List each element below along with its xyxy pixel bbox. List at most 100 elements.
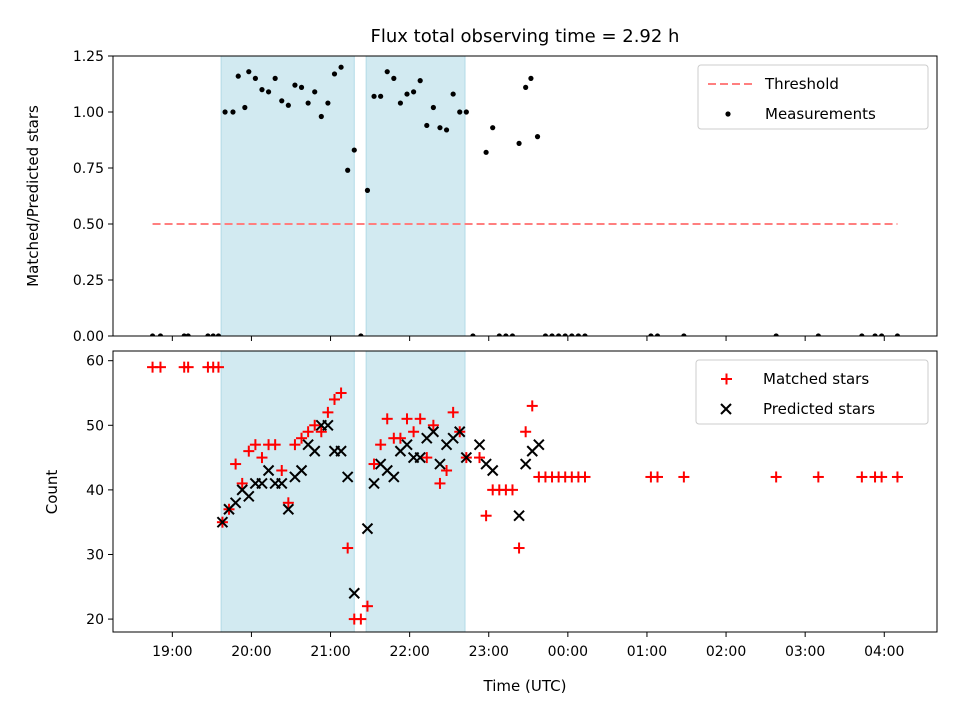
measurement-point <box>235 73 241 79</box>
marker-stroke <box>401 438 413 451</box>
matched-star-marker <box>414 413 426 425</box>
marker-stroke <box>533 438 545 451</box>
matched-star-marker <box>876 471 888 483</box>
predicted-star-marker <box>361 522 374 535</box>
marker-stroke <box>282 503 295 515</box>
x-tick-label: 02:00 <box>706 644 746 660</box>
measurement-point <box>654 333 661 336</box>
marker-stroke <box>434 458 446 470</box>
matched-star-marker <box>401 413 413 425</box>
top-y-axis-label: Matched/Predicted stars <box>24 105 42 287</box>
measurement-point <box>305 100 311 106</box>
x-tick-label: 21:00 <box>310 644 350 660</box>
marker-stroke <box>473 438 486 451</box>
matched-star-marker <box>368 458 380 470</box>
measurement-point <box>859 333 865 336</box>
matched-star-marker <box>651 471 663 483</box>
measurement-point <box>210 333 216 336</box>
matched-star-marker <box>212 361 224 373</box>
marker-stroke <box>302 438 314 451</box>
predicted-star-marker <box>216 516 229 528</box>
measurement-point <box>503 333 509 336</box>
chart-title: Flux total observing time = 2.92 h <box>371 26 680 47</box>
legend-box <box>697 64 929 130</box>
marker-stroke <box>427 426 440 438</box>
measurement-point <box>681 333 687 336</box>
matched-star-marker <box>375 439 387 451</box>
measurement-point <box>430 104 436 111</box>
measurement-point <box>222 109 228 115</box>
marker-stroke <box>262 464 275 477</box>
measurement-point <box>549 333 555 336</box>
legend-label: Predicted stars <box>763 400 875 418</box>
predicted-star-marker <box>276 477 288 490</box>
predicted-star-marker <box>473 438 486 451</box>
predicted-star-marker <box>533 438 545 451</box>
bottom-y-axis-label: Count <box>43 470 61 515</box>
legend-swatch-matched <box>721 373 732 385</box>
predicted-star-marker <box>243 490 255 503</box>
measurement-point <box>556 333 562 336</box>
measurement-point <box>358 333 364 336</box>
measurement-point <box>259 87 265 93</box>
marker-stroke <box>348 587 360 599</box>
matched-star-marker <box>335 387 347 399</box>
matched-star-marker <box>579 471 591 483</box>
matched-star-marker <box>421 452 433 464</box>
legend-label: Measurements <box>765 105 876 123</box>
y-tick-label: 0.50 <box>73 217 104 233</box>
marker-stroke <box>513 510 525 522</box>
measurement-point <box>569 333 575 336</box>
matched-star-marker <box>289 439 301 451</box>
predicted-star-marker <box>309 445 321 457</box>
matched-star-marker <box>276 465 288 477</box>
marker-stroke <box>361 522 374 535</box>
matched-star-marker <box>243 445 255 457</box>
matched-star-marker <box>315 426 327 438</box>
marker-stroke <box>381 464 393 477</box>
matched-star-marker <box>230 458 242 470</box>
matched-star-marker <box>408 426 420 438</box>
measurement-point <box>181 333 187 336</box>
marker-stroke <box>414 451 426 464</box>
measurement-point <box>872 333 878 336</box>
measurement-point <box>157 333 164 336</box>
predicted-star-marker <box>335 445 347 457</box>
measurement-point <box>364 187 371 193</box>
measurement-point <box>534 134 541 140</box>
measurement-point <box>351 147 357 153</box>
marker-stroke <box>309 445 321 457</box>
legend-label: Threshold <box>764 75 839 93</box>
matched-star-marker <box>434 477 446 489</box>
bottom-panel: 20 30 40 50 60 19:00 20:00 21:00 22:00 23:00 00:00… <box>86 350 938 660</box>
matched-star-marker <box>812 471 824 483</box>
axes-frame <box>112 350 938 633</box>
predicted-star-marker <box>282 503 295 515</box>
marker-stroke <box>256 477 268 490</box>
measurement-point <box>205 333 211 336</box>
y-tick-label: 60 <box>86 354 104 370</box>
measurement-point <box>523 84 529 90</box>
measurement-point <box>815 333 821 336</box>
marker-stroke <box>236 484 248 496</box>
matched-star-marker <box>309 419 321 431</box>
y-tick-label: 50 <box>86 418 104 434</box>
matched-star-marker <box>856 471 868 483</box>
marker-stroke <box>720 403 732 415</box>
matched-star-marker <box>236 477 248 489</box>
measurement-point <box>325 100 331 106</box>
measurement-point <box>490 125 496 131</box>
measurement-point <box>149 333 156 336</box>
matched-star-marker <box>480 510 492 522</box>
top-panel: 0.00 0.25 0.50 0.75 1.00 1.25 Threshold Measure… <box>73 49 938 345</box>
x-tick-label: 00:00 <box>548 644 588 660</box>
measurement-point <box>242 104 248 111</box>
x-tick-label: 23:00 <box>469 644 509 660</box>
measurement-point <box>894 333 901 336</box>
matched-star-marker <box>447 406 459 418</box>
predicted-star-marker <box>322 419 334 431</box>
predicted-star-marker <box>414 451 426 464</box>
marker-stroke <box>368 477 380 490</box>
predicted-star-marker <box>486 464 499 477</box>
marker-stroke <box>480 458 492 470</box>
